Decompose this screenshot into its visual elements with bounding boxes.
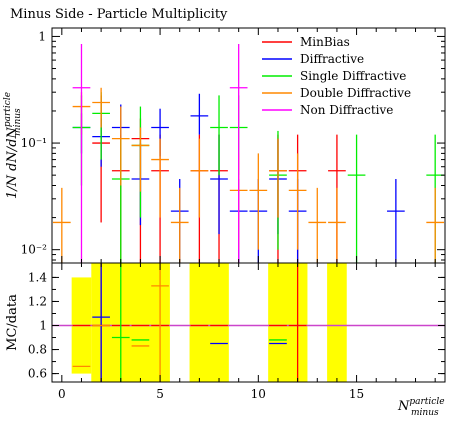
ratio-ytick-label-1: 1 — [39, 319, 47, 333]
ratio-series-diffractive — [92, 263, 287, 382]
legend-label-non-diffractive: Non Diffractive — [300, 103, 393, 117]
ratio-series-layer — [72, 263, 307, 382]
legend-label-single-diffractive: Single Diffractive — [300, 69, 406, 83]
legend-label-double-diffractive: Double Diffractive — [300, 86, 411, 100]
main-plot-frame — [51, 27, 446, 264]
main-ytick-label-0.1: 10⁻¹ — [21, 136, 47, 150]
main-series-non-diffractive — [72, 43, 248, 263]
main-ytick-label-0.01: 10⁻² — [21, 243, 48, 257]
legend-label-minbias: MinBias — [300, 35, 350, 49]
ratio-series-double-diffractive — [72, 263, 169, 382]
ratio-plot-frame — [51, 262, 446, 383]
axes-layer: 0 5 10 15 10⁻² 10⁻¹ 1 0.6 0.8 1 1.2 1.4 1/N dN/dNpar… — [3, 27, 446, 418]
ratio-band-1 — [91, 263, 170, 382]
ratio-ytick-label-0.8: 0.8 — [28, 343, 47, 357]
xtick-label-15: 15 — [349, 387, 364, 401]
ratio-ytick-label-1.2: 1.2 — [28, 294, 47, 308]
legend: MinBias Diffractive Single Diffractive Doub… — [262, 35, 411, 117]
legend-label-diffractive: Diffractive — [300, 52, 364, 66]
ratio-series-single-diffractive — [111, 263, 287, 382]
xtick-label-0: 0 — [58, 387, 66, 401]
main-series-layer — [52, 43, 445, 263]
xtick-label-5: 5 — [156, 387, 164, 401]
xtick-label-10: 10 — [251, 387, 266, 401]
ratio-ytick-label-1.4: 1.4 — [28, 270, 47, 284]
ratio-band-layer — [52, 263, 445, 382]
ratio-band-4 — [327, 263, 347, 382]
chart-title: Minus Side - Particle Multiplicity — [10, 7, 228, 22]
main-ytick-label-1: 1 — [38, 29, 46, 43]
main-y-axis-label: 1/N dN/dNparticleminus — [3, 92, 23, 199]
x-axis-label: Nparticle minus — [397, 397, 445, 418]
ratio-band-3 — [268, 263, 308, 382]
ratio-y-axis-label: MC/data — [5, 294, 20, 351]
ratio-band-2 — [189, 263, 229, 382]
ratio-ytick-label-0.6: 0.6 — [28, 367, 47, 381]
